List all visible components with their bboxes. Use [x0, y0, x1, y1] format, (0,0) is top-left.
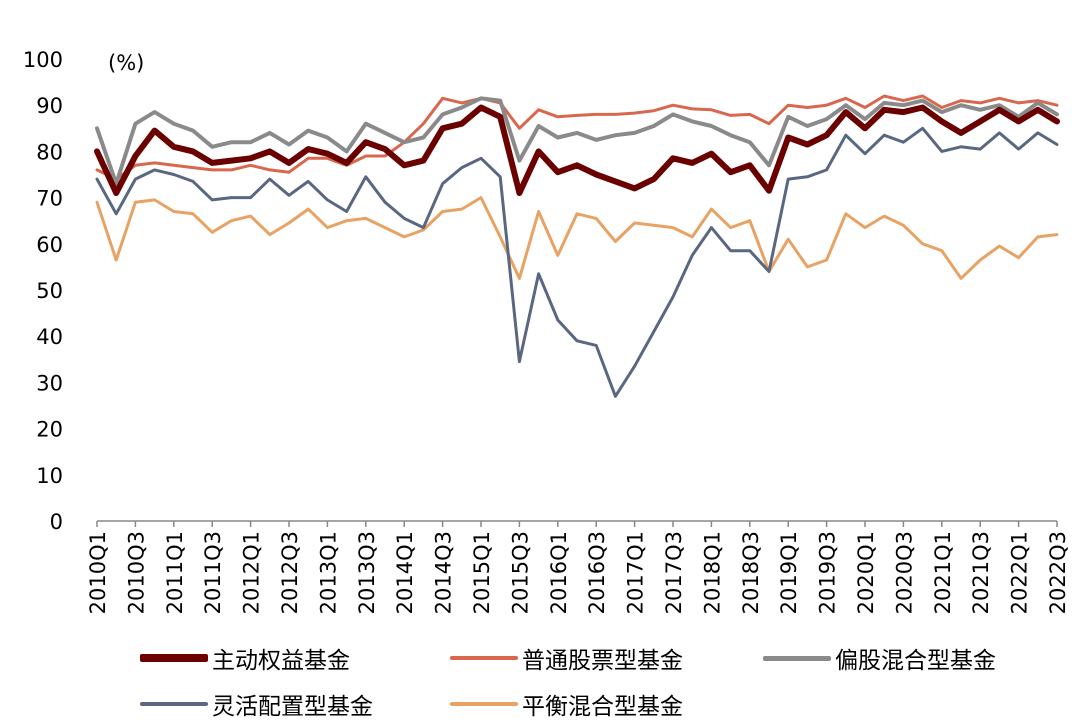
y-tick-label: 0 — [50, 510, 63, 534]
x-tick-label: 2013Q3 — [355, 531, 379, 614]
x-tick-label: 2014Q3 — [432, 531, 456, 614]
x-tick-label: 2022Q3 — [1046, 531, 1070, 614]
series-line-4 — [95, 196, 1059, 280]
y-tick-label: 10 — [36, 464, 63, 488]
y-tick-label: 50 — [36, 279, 63, 303]
x-tick-label: 2010Q3 — [124, 531, 148, 614]
unit-label: (%) — [108, 51, 144, 75]
y-tick-label: 90 — [36, 94, 63, 118]
y-axis: 0 10 20 30 40 50 60 70 80 90 100 — [23, 48, 63, 534]
y-tick-label: 100 — [23, 48, 63, 72]
x-tick-label: 2019Q3 — [816, 531, 840, 614]
series-line-2 — [95, 96, 1059, 186]
x-tick-label: 2015Q1 — [470, 531, 494, 614]
series-line-0 — [94, 104, 1060, 196]
x-axis: 2010Q1 2010Q3 2011Q1 2011Q3 2012Q1 2012Q3 2013… — [86, 520, 1070, 614]
y-tick-label: 40 — [36, 325, 63, 349]
y-tick-label: 20 — [36, 418, 63, 442]
y-tick-label: 30 — [36, 371, 63, 395]
x-tick-label: 2016Q3 — [585, 531, 609, 614]
series-layer — [94, 94, 1060, 398]
x-tick-label: 2021Q1 — [931, 531, 955, 614]
x-tick-label: 2013Q1 — [316, 531, 340, 614]
x-tick-label: 2014Q1 — [393, 531, 417, 614]
x-tick-label: 2020Q1 — [854, 531, 878, 614]
x-tick-label: 2012Q1 — [240, 531, 264, 614]
x-tick-label: 2015Q3 — [508, 531, 532, 614]
x-tick-label: 2011Q1 — [163, 531, 187, 614]
x-tick-label: 2022Q1 — [1008, 531, 1032, 614]
x-tick-label: 2016Q1 — [547, 531, 571, 614]
x-tick-label: 2018Q3 — [739, 531, 763, 614]
x-tick-label: 2011Q3 — [201, 531, 225, 614]
y-tick-label: 80 — [36, 140, 63, 164]
x-tick-label: 2018Q1 — [700, 531, 724, 614]
x-tick-label: 2017Q3 — [662, 531, 686, 614]
series-line-3 — [95, 126, 1059, 398]
x-tick-label: 2010Q1 — [86, 531, 110, 614]
x-tick-label: 2021Q3 — [969, 531, 993, 614]
series-line-1 — [95, 94, 1059, 181]
x-tick-label: 2012Q3 — [278, 531, 302, 614]
y-tick-label: 60 — [36, 233, 63, 257]
y-tick-label: 70 — [36, 187, 63, 211]
x-tick-label: 2019Q1 — [777, 531, 801, 614]
x-tick-label: 2017Q1 — [624, 531, 648, 614]
x-tick-label: 2020Q3 — [892, 531, 916, 614]
